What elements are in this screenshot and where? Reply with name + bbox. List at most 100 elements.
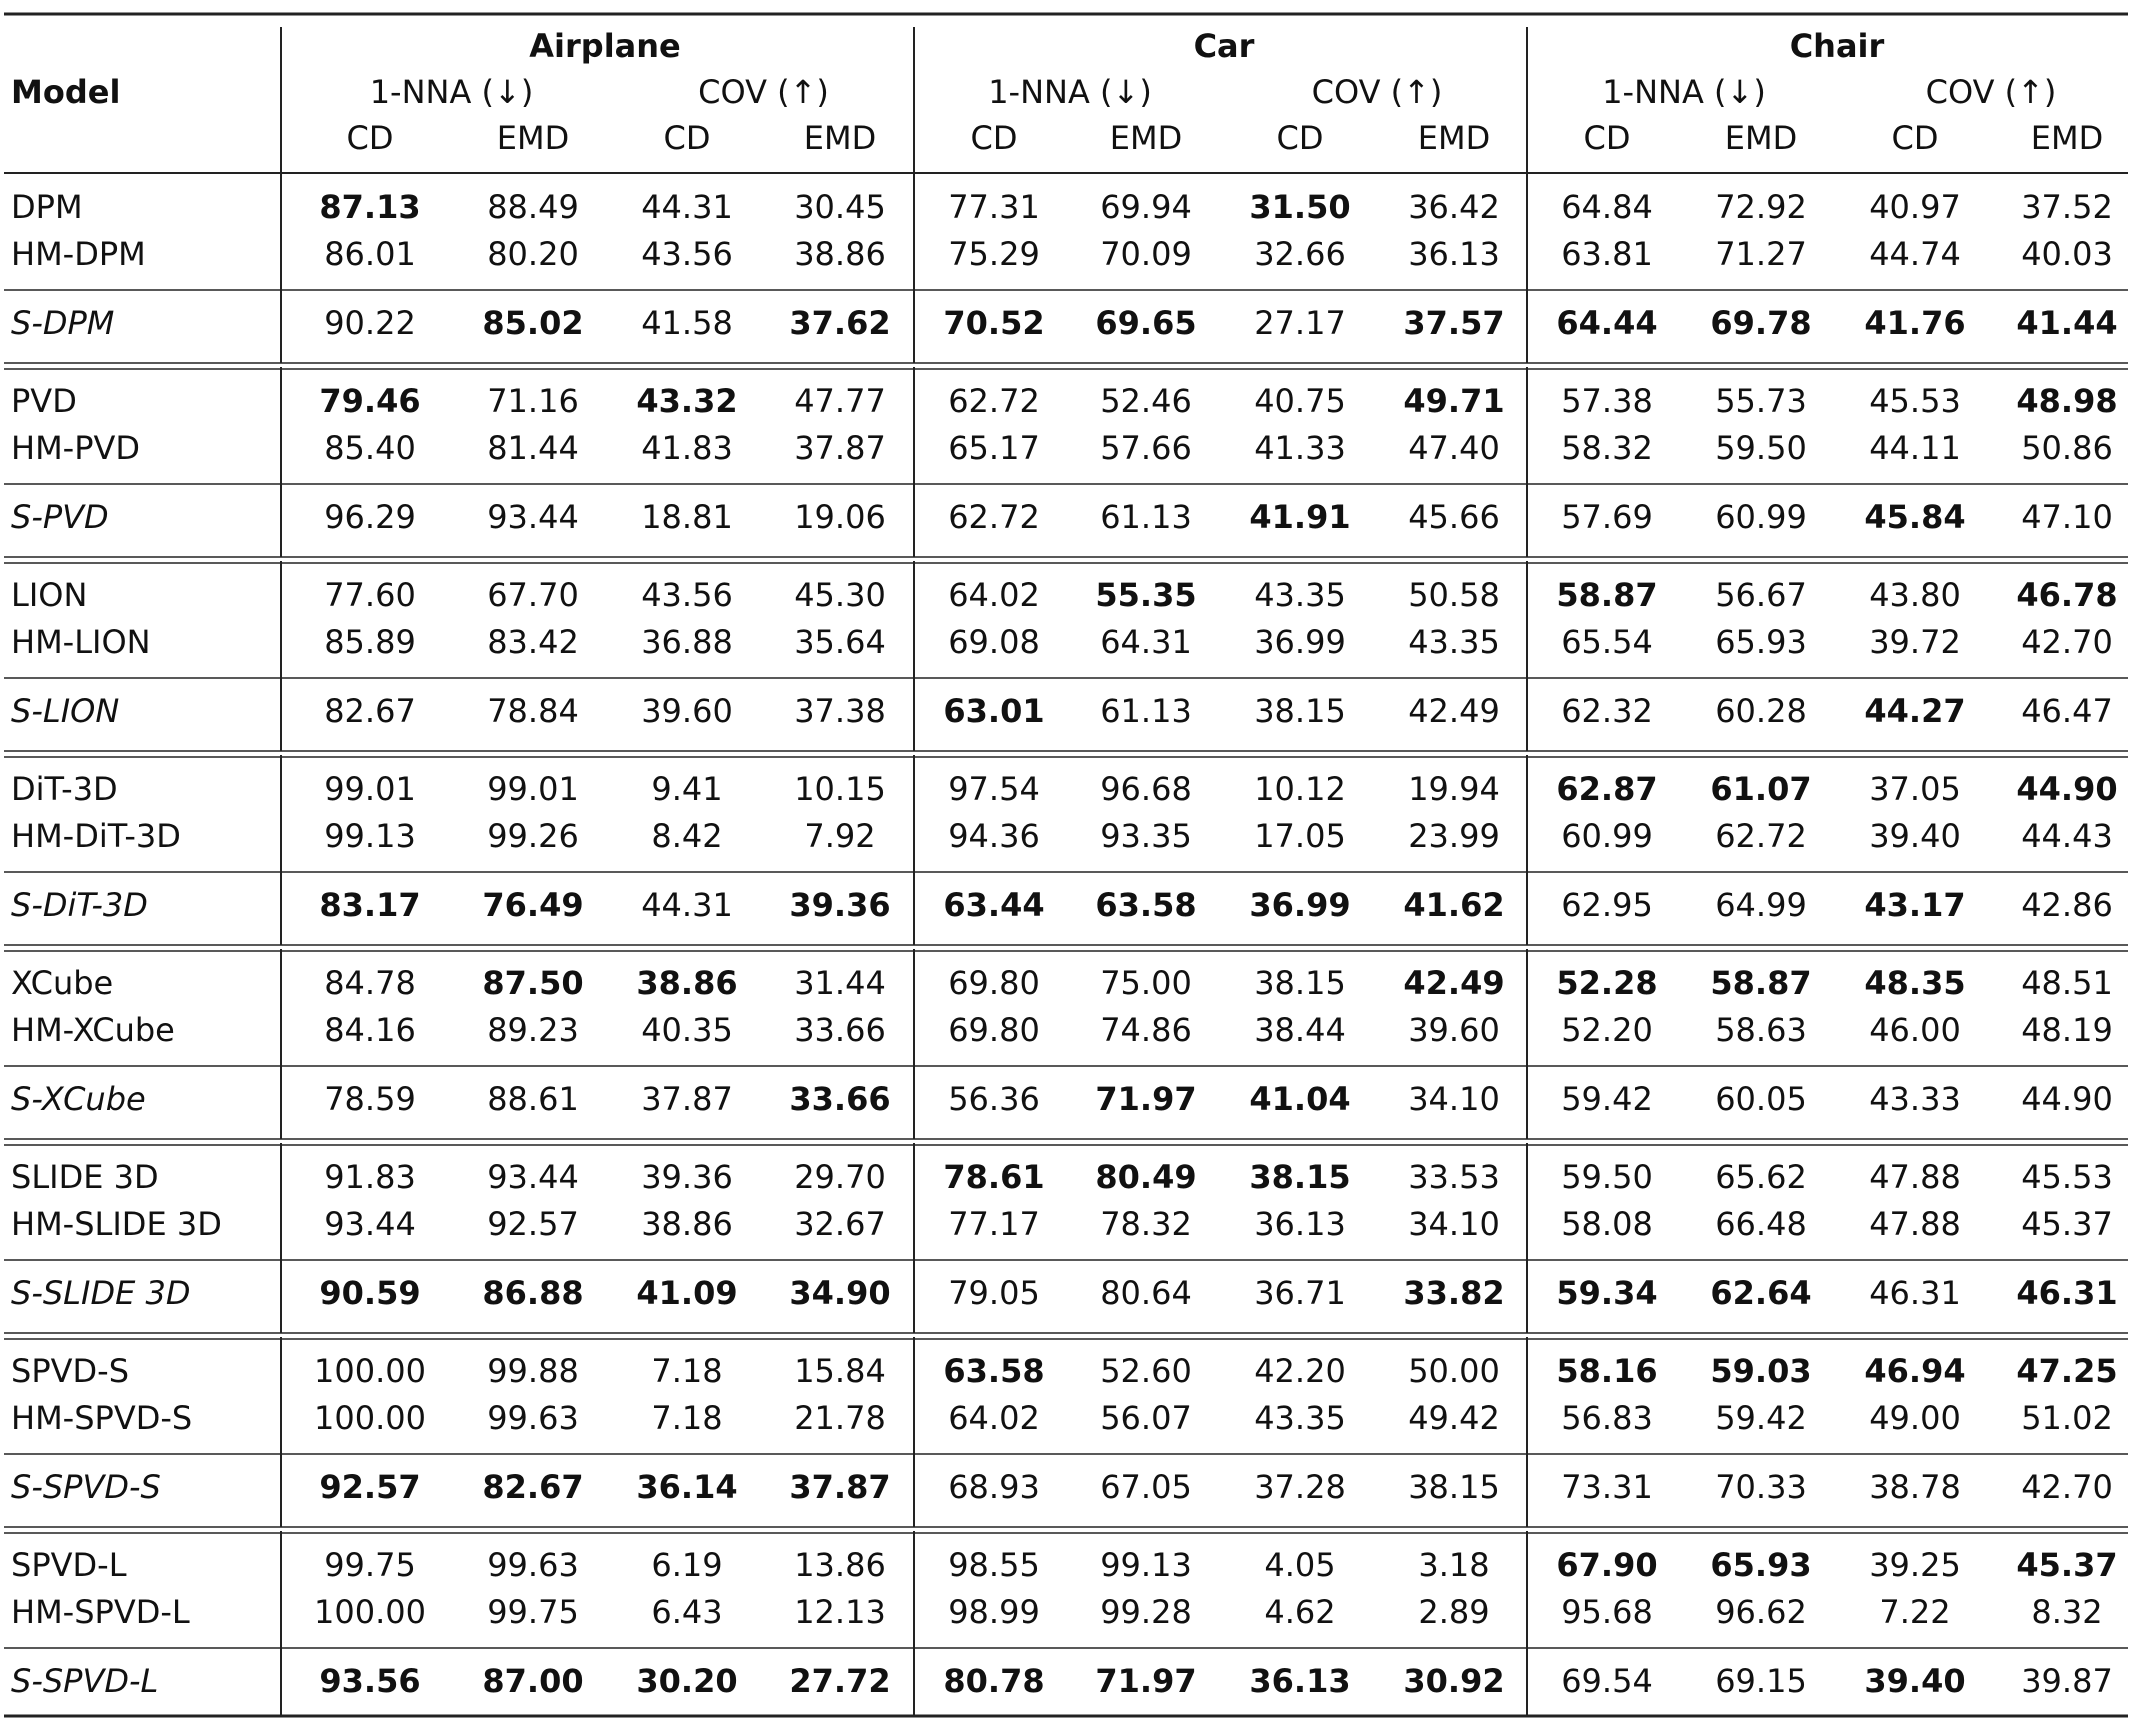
cell-value: 56.83 <box>1561 1399 1653 1437</box>
cell-value: 4.05 <box>1264 1546 1335 1584</box>
cell-value: 99.01 <box>324 770 416 808</box>
cell-value: 47.88 <box>1869 1158 1961 1196</box>
cell-value: 91.83 <box>324 1158 416 1196</box>
cell-value: 37.87 <box>789 1468 890 1506</box>
cell-value: 34.10 <box>1408 1080 1500 1118</box>
cell-value: 34.10 <box>1408 1205 1500 1243</box>
sub-header: EMD <box>804 119 876 157</box>
cell-value: 90.59 <box>319 1274 420 1312</box>
cell-value: 32.67 <box>794 1205 886 1243</box>
cell-value: 69.80 <box>948 964 1040 1002</box>
cell-value: 37.57 <box>1403 304 1504 342</box>
cell-value: 93.44 <box>487 1158 579 1196</box>
cell-value: 46.47 <box>2021 692 2113 730</box>
cell-value: 73.31 <box>1561 1468 1653 1506</box>
cell-value: 18.81 <box>641 498 733 536</box>
cell-value: 55.73 <box>1715 382 1807 420</box>
cell-value: 76.49 <box>482 886 583 924</box>
cell-value: 31.44 <box>794 964 886 1002</box>
cell-value: 58.32 <box>1561 429 1653 467</box>
cell-value: 60.28 <box>1715 692 1807 730</box>
cell-value: 4.62 <box>1264 1593 1335 1631</box>
cell-value: 44.27 <box>1864 692 1965 730</box>
model-name: LION <box>11 576 87 614</box>
cell-value: 57.69 <box>1561 498 1653 536</box>
cell-value: 64.84 <box>1561 188 1653 226</box>
cell-value: 47.25 <box>2016 1352 2117 1390</box>
cell-value: 99.26 <box>487 817 579 855</box>
cell-value: 3.18 <box>1418 1546 1489 1584</box>
cell-value: 39.40 <box>1869 817 1961 855</box>
cell-value: 36.99 <box>1249 886 1350 924</box>
dataset-header: Airplane <box>529 27 680 65</box>
cell-value: 46.00 <box>1869 1011 1961 1049</box>
cell-value: 50.58 <box>1408 576 1500 614</box>
cell-value: 67.05 <box>1100 1468 1192 1506</box>
cell-value: 39.60 <box>1408 1011 1500 1049</box>
cell-value: 78.32 <box>1100 1205 1192 1243</box>
cell-value: 36.13 <box>1249 1662 1350 1700</box>
cell-value: 7.18 <box>651 1352 722 1390</box>
sub-header: EMD <box>1418 119 1490 157</box>
cell-value: 43.56 <box>641 576 733 614</box>
cell-value: 35.64 <box>794 623 886 661</box>
model-header: Model <box>11 73 120 111</box>
model-name: SLIDE 3D <box>11 1158 159 1196</box>
cell-value: 33.66 <box>789 1080 890 1118</box>
sub-header: CD <box>1277 119 1324 157</box>
cell-value: 19.94 <box>1408 770 1500 808</box>
cell-value: 37.62 <box>789 304 890 342</box>
cell-value: 47.40 <box>1408 429 1500 467</box>
cell-value: 87.00 <box>482 1662 583 1700</box>
cell-value: 96.29 <box>324 498 416 536</box>
sub-header: EMD <box>1110 119 1182 157</box>
cell-value: 29.70 <box>794 1158 886 1196</box>
cell-value: 23.99 <box>1408 817 1500 855</box>
cell-value: 36.42 <box>1408 188 1500 226</box>
sub-header: CD <box>664 119 711 157</box>
cell-value: 81.44 <box>487 429 579 467</box>
cell-value: 45.53 <box>1869 382 1961 420</box>
cell-value: 64.31 <box>1100 623 1192 661</box>
model-name: PVD <box>11 382 77 420</box>
cell-value: 80.49 <box>1095 1158 1196 1196</box>
cell-value: 68.93 <box>948 1468 1040 1506</box>
cell-value: 61.07 <box>1710 770 1811 808</box>
cell-value: 10.12 <box>1254 770 1346 808</box>
cell-value: 69.80 <box>948 1011 1040 1049</box>
cell-value: 77.31 <box>948 188 1040 226</box>
cell-value: 37.38 <box>794 692 886 730</box>
cell-value: 19.06 <box>794 498 886 536</box>
cell-value: 74.86 <box>1100 1011 1192 1049</box>
cell-value: 39.72 <box>1869 623 1961 661</box>
cell-value: 62.87 <box>1556 770 1657 808</box>
cell-value: 36.71 <box>1254 1274 1346 1312</box>
cell-value: 87.50 <box>482 964 583 1002</box>
cell-value: 85.02 <box>482 304 583 342</box>
model-name: HM-SLIDE 3D <box>11 1205 222 1243</box>
cell-value: 77.17 <box>948 1205 1040 1243</box>
cell-value: 38.15 <box>1249 1158 1350 1196</box>
cell-value: 47.10 <box>2021 498 2113 536</box>
cell-value: 70.09 <box>1100 235 1192 273</box>
cell-value: 39.25 <box>1869 1546 1961 1584</box>
cell-value: 65.62 <box>1715 1158 1807 1196</box>
sub-header: CD <box>1584 119 1631 157</box>
cell-value: 60.99 <box>1561 817 1653 855</box>
cell-value: 41.83 <box>641 429 733 467</box>
model-name: HM-SPVD-L <box>11 1593 190 1631</box>
cell-value: 52.20 <box>1561 1011 1653 1049</box>
cell-value: 44.90 <box>2021 1080 2113 1118</box>
cell-value: 96.62 <box>1715 1593 1807 1631</box>
cell-value: 41.62 <box>1403 886 1504 924</box>
cell-value: 99.75 <box>324 1546 416 1584</box>
cell-value: 99.28 <box>1100 1593 1192 1631</box>
cell-value: 49.00 <box>1869 1399 1961 1437</box>
model-name: SPVD-L <box>11 1546 127 1584</box>
cell-value: 69.15 <box>1715 1662 1807 1700</box>
cell-value: 30.45 <box>794 188 886 226</box>
cell-value: 44.74 <box>1869 235 1961 273</box>
cell-value: 82.67 <box>324 692 416 730</box>
cell-value: 57.38 <box>1561 382 1653 420</box>
